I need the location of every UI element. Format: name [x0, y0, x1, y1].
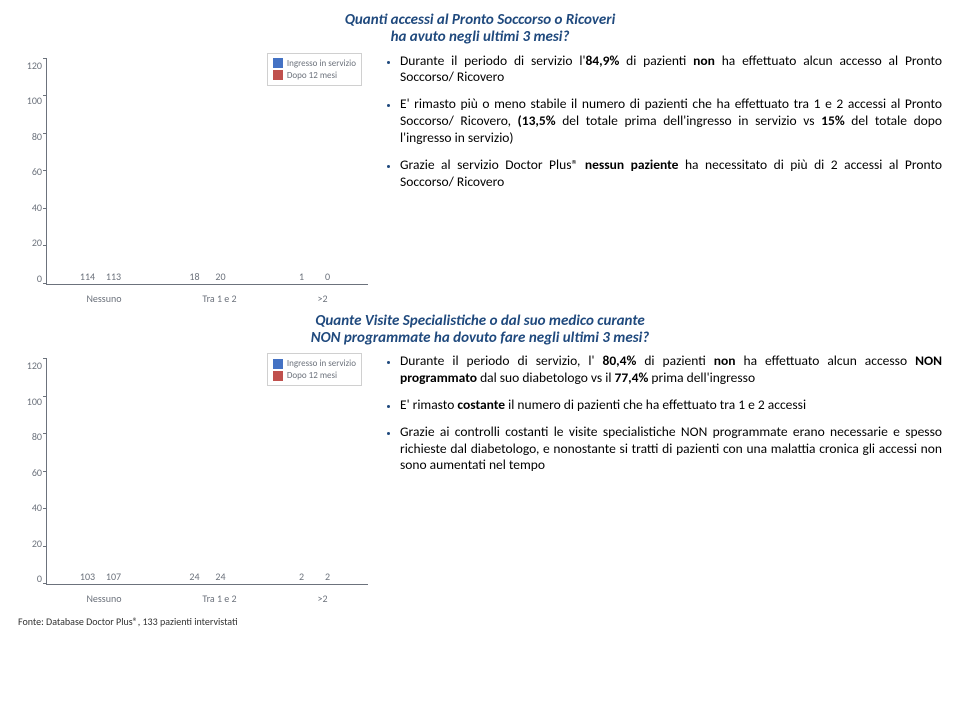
chart2-title-line1: Quante Visite Specialistiche o dal suo m…	[315, 312, 645, 330]
text-block-2: Durante il periodo di servizio, l' 80,4%…	[386, 349, 942, 484]
chart1-title-line1: Quanti accessi al Pronto Soccorso o Rico…	[345, 11, 616, 29]
text1-bullet3: Grazie al servizio Doctor Plus® nessun p…	[400, 157, 942, 191]
chart1-title-line2: ha avuto negli ultimi 3 mesi?	[391, 28, 570, 46]
text2-bullet3: Grazie ai controlli costanti le visite s…	[400, 424, 942, 475]
chart2-title: Quante Visite Specialistiche o dal suo m…	[18, 313, 942, 348]
source-footer: Fonte: Database Doctor Plus®, 133 pazien…	[18, 615, 942, 628]
text2-bullet2: E' rimasto costante il numero di pazient…	[400, 397, 942, 414]
chart1-title: Quanti accessi al Pronto Soccorso o Rico…	[18, 12, 942, 47]
text1-bullet1: Durante il periodo di servizio l'84,9% d…	[400, 53, 942, 87]
chart2: 020406080100120103107242422NessunoTra 1 …	[18, 349, 368, 609]
chart2-title-line2: NON programmate ha dovuto fare negli ult…	[311, 329, 650, 347]
text-block-1: Durante il periodo di servizio l'84,9% d…	[386, 49, 942, 201]
chart1: 020406080100120114113182010NessunoTra 1 …	[18, 49, 368, 309]
text2-bullet1: Durante il periodo di servizio, l' 80,4%…	[400, 353, 942, 387]
text1-bullet2: E' rimasto più o meno stabile il numero …	[400, 96, 942, 147]
